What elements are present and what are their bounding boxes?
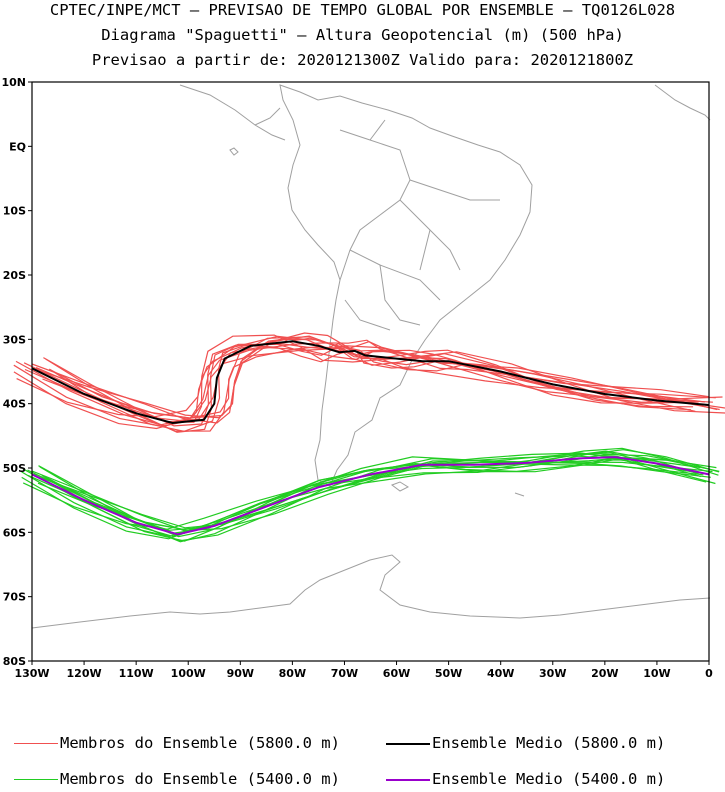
falkland-islands [390, 481, 410, 492]
member-5800-line [13, 339, 720, 430]
member-5400-line [27, 456, 717, 542]
member-5800-line [24, 335, 725, 422]
latitude-axis: 10N EQ 10S 20S 30S 40S 50S 60S 70S 80S [1, 76, 32, 668]
lon-tick-label: 10W [643, 667, 670, 680]
legend-item-mean-5400: Ensemble Medio (5400.0 m) [386, 770, 665, 788]
lon-tick-label: 30W [539, 667, 566, 680]
antarctica-coast [31, 554, 711, 629]
lon-tick-label: 20W [591, 667, 618, 680]
lat-tick-label: 80S [3, 655, 26, 668]
lon-tick-label: 70W [331, 667, 358, 680]
lat-tick-label: 10S [3, 205, 26, 218]
legend-item-mean-5800: Ensemble Medio (5800.0 m) [386, 734, 665, 752]
lat-tick-label: 30S [3, 333, 26, 346]
legend-label-members-5400: Membros do Ensemble (5400.0 m) [60, 770, 340, 788]
lon-tick-label: 100W [171, 667, 206, 680]
coastline-layer [31, 84, 711, 629]
lat-tick-label: 20S [3, 269, 26, 282]
lat-tick-label: EQ [9, 140, 26, 153]
legend-swatch-mean-5800 [386, 742, 430, 745]
ensemble-members-5800 [13, 332, 725, 433]
country-borders [339, 119, 500, 331]
lon-tick-label: 40W [487, 667, 514, 680]
lat-tick-label: 40S [3, 398, 26, 411]
title-line-3: Previsao a partir de: 2020121300Z Valido… [91, 51, 634, 69]
legend-item-members-5400: Membros do Ensemble (5400.0 m) [14, 770, 340, 788]
member-5800-line [42, 332, 691, 419]
lon-tick-label: 80W [279, 667, 306, 680]
south-america-coast [279, 84, 533, 487]
lat-tick-label: 10N [1, 76, 26, 89]
legend-label-mean-5800: Ensemble Medio (5800.0 m) [432, 734, 666, 752]
central-america-coast [179, 84, 286, 141]
africa-coast [654, 84, 711, 121]
legend-label-members-5800: Membros do Ensemble (5800.0 m) [60, 734, 340, 752]
member-5800-line [13, 341, 718, 427]
longitude-axis: 130W 120W 110W 100W 90W 80W 70W 60W 50W 40W 30W 20W… [14, 661, 713, 680]
ensemble-mean-5400-line [31, 456, 710, 536]
lat-tick-label: 50S [3, 462, 26, 475]
member-5800-line [34, 335, 692, 419]
lat-tick-label: 60S [3, 526, 26, 539]
member-5800-line [49, 343, 705, 432]
legend-swatch-mean-5400 [386, 778, 430, 781]
ensemble-mean-5800-line [31, 340, 710, 425]
legend-swatch-members-5800 [14, 743, 58, 744]
legend-swatch-members-5400 [14, 779, 58, 780]
member-5400-line [38, 459, 701, 538]
lon-tick-label: 50W [435, 667, 462, 680]
lat-tick-label: 70S [3, 591, 26, 604]
lon-tick-label: 110W [119, 667, 154, 680]
lon-tick-label: 120W [67, 667, 102, 680]
lon-tick-label: 90W [227, 667, 254, 680]
title-line-2: Diagrama "Spaguetti" – Altura Geopotenci… [101, 26, 624, 44]
map-frame [31, 81, 710, 662]
member-5800-line [43, 344, 716, 427]
galapagos [229, 147, 239, 156]
ensemble-members-5400 [21, 447, 720, 543]
lon-tick-label: 130W [14, 667, 49, 680]
member-5400-line [21, 448, 720, 538]
south-georgia [514, 492, 525, 497]
legend-item-members-5800: Membros do Ensemble (5800.0 m) [14, 734, 340, 752]
member-5400-line [41, 452, 702, 531]
lon-tick-label: 60W [383, 667, 410, 680]
lon-tick-label: 0 [705, 667, 713, 680]
member-5400-line [33, 459, 711, 529]
title-line-1: CPTEC/INPE/MCT – PREVISAO DE TEMPO GLOBA… [49, 1, 676, 19]
legend-label-mean-5400: Ensemble Medio (5400.0 m) [432, 770, 666, 788]
